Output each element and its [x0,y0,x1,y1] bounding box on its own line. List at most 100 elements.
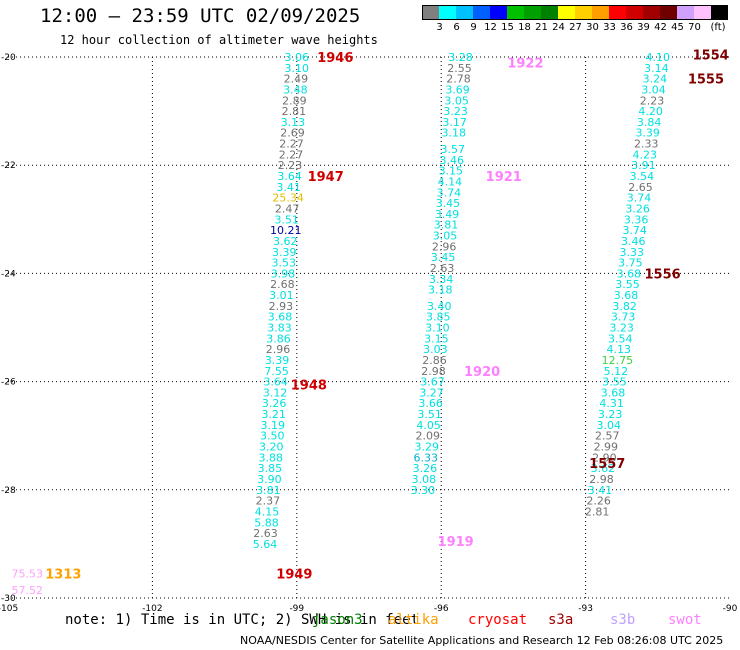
data-point-swot: 3.98 [271,267,296,280]
data-point-cryosat: 3.18 [441,127,466,140]
data-point-s3a: 5.12 [604,365,629,378]
x-tick-label: -102 [142,604,162,614]
legend-tick-label: 3 [436,22,443,33]
pass-label: 1921 [486,170,522,185]
data-point-cryosat: 3.10 [425,322,450,335]
pass-label: 1557 [589,457,625,472]
data-point-cryosat: 2.86 [422,354,447,367]
data-point-cryosat: 2.63 [430,262,455,275]
satellite-label-swot: swot [668,612,702,628]
data-point-s3a: 3.74 [627,192,652,205]
y-tick-label: -22 [1,161,16,171]
pass-annotations: 1946 1947 1948 1949 1922 1921 1920 1919 1554 1555… [45,48,729,582]
data-point-s3a: 2.99 [594,441,619,454]
data-point-s3a: 3.82 [612,300,637,313]
data-point-swot: 2.96 [266,343,291,356]
pass-label: 1919 [438,535,474,550]
data-point-swot: 3.68 [268,311,293,324]
satellite-label-s3b: s3b [610,612,636,628]
data-point-swot: 3.13 [281,116,306,129]
data-point-swot: 2.63 [253,527,278,540]
data-point-cryosat: 3.40 [427,300,452,313]
data-point-cryosat: 3.15 [424,332,449,345]
data-point-swot: 2.47 [275,202,300,215]
legend-tick-label: 9 [470,22,477,33]
legend-swatch [711,5,728,20]
data-point-cryosat: 4.05 [416,419,441,432]
data-point-cryosat: 3.26 [413,462,438,475]
legend-tick-label: 6 [453,22,460,33]
legend-tick-label: 33 [603,22,616,33]
data-point-cryosat: 3.85 [426,311,451,324]
data-point-s3a: 3.55 [602,376,627,389]
y-tick-label: -30 [1,594,16,604]
data-point-swot: 3.21 [261,408,286,421]
data-point-s3a: 3.41 [588,484,613,497]
data-point-swot: 25.34 [272,192,304,205]
data-point-s3a: 3.74 [622,224,647,237]
legend-border [422,5,728,20]
legend-swatch [677,5,694,20]
data-point-cryosat: 3.69 [445,83,470,96]
footer-credit: NOAA/NESDIS Center for Satellite Applica… [240,634,724,647]
data-point-s3a: 12.75 [602,354,634,367]
data-point-s3a: 3.68 [614,289,639,302]
data-point-cryosat: 2.96 [432,240,457,253]
data-point-swot: 3.86 [266,332,291,345]
data-point-swot: 2.81 [282,105,307,118]
y-tick-label: -24 [1,269,16,279]
data-point-swot: 3.06 [285,51,310,64]
footer-note: note: 1) Time is in UTC; 2) SWH is in fe… [65,612,420,628]
data-point-s3a: 3.73 [611,311,636,324]
data-point-s3a: 2.90 [592,451,617,464]
satellite-label-altika: altika [388,612,439,628]
legend-swatch [524,5,541,20]
data-point-cryosat: 3.27 [419,386,444,399]
data-point-swot: 3.39 [265,354,290,367]
data-point-swot: 4.15 [255,505,280,518]
wave-height-points: 3.063.102.493.482.892.813.132.692.272.27… [12,51,671,597]
data-point-cryosat: 3.81 [434,219,459,232]
legend-swatch [660,5,677,20]
data-point-swot: 10.21 [270,224,302,237]
data-point-s3a: 3.14 [644,62,669,75]
data-point-swot: 2.37 [256,495,281,508]
pass-label: 1313 [45,568,81,583]
legend-swatch [439,5,456,20]
data-point-s3a: 3.62 [591,462,616,475]
data-point-s3a: 4.13 [607,343,632,356]
data-point-swot: 3.64 [277,170,302,183]
data-point-s3a: 2.57 [595,430,620,443]
data-point-swot: 7.55 [264,365,289,378]
data-point-swot: 2.49 [284,73,309,86]
legend-tick-label: 36 [620,22,633,33]
data-point-s3a: 2.65 [628,181,653,194]
data-point-swot: 2.27 [279,138,304,151]
data-point-cryosat: 3.29 [415,441,440,454]
legend-tick-label: 45 [671,22,684,33]
data-point-cryosat: 3.23 [443,105,468,118]
data-point-cryosat: 2.55 [447,62,472,75]
pass-label: 1947 [308,170,344,185]
x-tick-label: -96 [434,604,449,614]
data-point-swot: 3.01 [269,289,294,302]
data-point-cryosat: 3.30 [411,484,436,497]
data-point-cryosat: 4.14 [438,175,463,188]
data-point-s3a: 4.20 [638,105,663,118]
x-tick-label: -93 [578,604,593,614]
data-point-swot: 3.81 [256,484,281,497]
legend-tick-label: 24 [552,22,565,33]
legend-tick-label: 30 [586,22,599,33]
satellite-label-jason3: jason3 [312,612,363,628]
data-point-swot: 3.19 [260,419,285,432]
x-tick-label: -90 [723,604,738,614]
data-point-s3a: 2.81 [585,505,610,518]
chart-subtitle: 12 hour collection of altimeter wave hei… [60,33,378,47]
data-point-cryosat: 3.05 [444,94,469,107]
data-point-swot: 3.41 [276,181,301,194]
data-point-s3a: 3.68 [601,386,626,399]
legend-swatch [422,5,439,20]
data-point-s3a: 2.98 [589,473,614,486]
pass-label: 1949 [276,568,312,583]
